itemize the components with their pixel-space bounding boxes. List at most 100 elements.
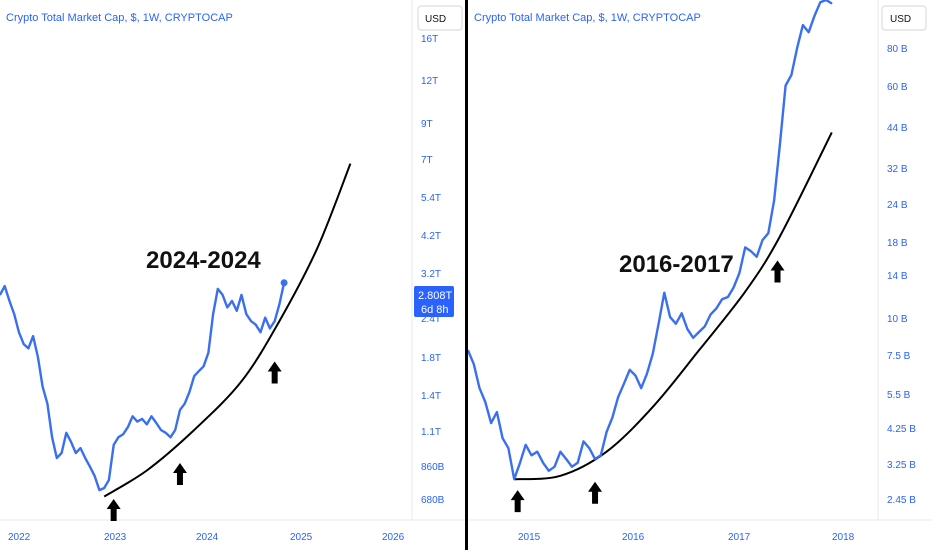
right-data-point [525,444,527,446]
left-y-tick: 9T [421,119,433,130]
right-data-point [582,440,585,442]
right-data-point [577,462,579,464]
right-data-point [554,466,556,468]
right-data-point [629,369,631,371]
left-data-point [193,375,195,377]
right-data-point [675,323,677,325]
left-data-point [155,422,157,424]
left-data-point [240,294,243,296]
left-data-point [75,452,77,454]
panel-divider [465,0,468,550]
right-data-point [802,24,804,26]
right-data-point [709,314,712,316]
left-data-point [217,288,219,290]
last-value-badge-value: 2.808T [418,290,453,302]
left-data-point [0,294,1,296]
left-currency-label: USD [425,14,446,25]
right-data-point [681,312,683,314]
left-data-point [255,324,257,326]
right-data-point [669,316,671,318]
right-y-tick: 44 B [887,123,908,134]
left-data-point [46,403,49,405]
left-data-point [61,452,63,454]
right-data-point [594,458,596,460]
left-data-point [23,343,25,345]
right-data-point [542,462,544,464]
left-data-point [79,447,82,449]
right-data-point [490,422,492,424]
right-x-tick: 2016 [622,532,645,543]
right-data-point [559,451,562,453]
right-data-point [473,363,475,365]
left-period-annotation: 2024-2024 [146,247,261,274]
last-value-badge-bg [414,286,454,317]
left-data-point [269,327,271,329]
left-data-point [37,356,39,358]
left-y-tick: 1.4T [421,391,441,402]
left-data-point [231,300,233,302]
right-up-arrow-icon [588,481,603,504]
left-data-point [94,475,96,477]
right-data-point [496,411,498,413]
right-data-point [478,387,481,389]
left-x-axis: 2022 2023 2024 2025 2026 [8,532,405,543]
left-up-arrow-icon [267,361,282,384]
left-data-point [212,313,214,315]
right-data-point [502,437,504,439]
left-support-curve [103,163,352,498]
right-data-point [606,431,608,433]
right-data-point [548,470,550,472]
left-y-tick: 4.2T [421,231,441,242]
right-data-point [831,2,833,5]
right-currency-button-frame[interactable] [881,5,927,31]
right-y-tick: 7.5 B [887,351,911,362]
left-data-point [70,441,72,443]
right-market-cap-line [466,0,833,481]
left-data-point [51,436,53,438]
right-data-point [761,239,764,241]
right-data-point [588,447,590,449]
right-currency-label: USD [890,14,911,25]
left-data-point [122,433,124,435]
right-period-annotation: 2016-2017 [619,251,734,278]
left-y-axis: 16T 12T 9T 7T 5.4T 4.2T 3.2T 2.4T 1.8T 1… [421,34,445,506]
right-data-point [727,296,729,298]
right-data-point [785,84,787,87]
right-data-point [571,466,573,468]
right-data-point [652,353,654,355]
last-price-dot [280,279,288,287]
left-data-point [245,313,247,315]
right-y-tick: 18 B [887,238,908,249]
right-data-point [704,325,706,327]
right-data-point [790,74,793,76]
right-data-point [773,200,775,202]
right-data-point [813,15,816,17]
left-data-point [84,457,86,459]
left-data-point [132,415,134,417]
right-data-point [646,373,648,375]
left-data-point [141,418,143,420]
right-y-tick: 32 B [887,164,908,175]
left-data-point [222,294,224,296]
left-y-tick: 860B [421,462,445,473]
left-data-point [165,432,167,434]
left-data-point [42,386,44,388]
right-x-tick: 2018 [832,532,855,543]
left-data-point [174,429,176,431]
left-x-tick: 2025 [290,532,313,543]
right-currency-button[interactable]: USD [881,5,927,31]
right-data-point [634,375,637,377]
right-data-point [565,458,567,460]
left-currency-button[interactable]: USD [417,5,463,31]
left-data-point [113,444,115,446]
left-data-point [207,352,209,354]
right-x-tick: 2015 [518,532,541,543]
last-value-badge: 2.808T 6d 8h [414,286,454,317]
left-data-point [32,335,34,337]
left-data-point [4,285,6,287]
last-value-badge-countdown: 6d 8h [421,304,449,316]
left-currency-button-frame[interactable] [417,5,463,31]
left-up-arrow-icon [106,498,121,521]
left-y-tick: 12T [421,76,438,87]
left-data-point [169,436,172,438]
